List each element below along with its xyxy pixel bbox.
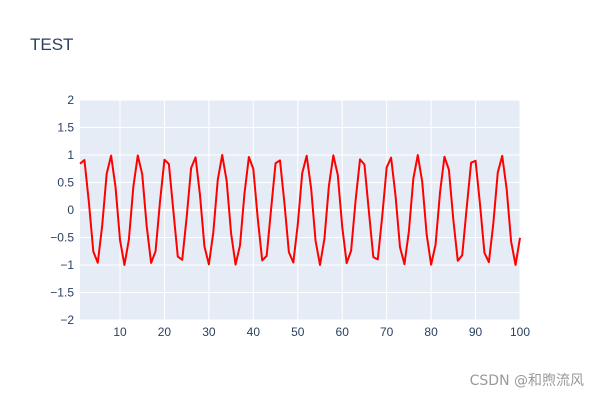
x-axis-ticks: 10 20 30 40 50 60 70 80 90 100 xyxy=(113,325,530,339)
x-tick-label: 70 xyxy=(380,325,394,339)
y-tick-label: −2 xyxy=(60,313,74,327)
x-tick-label: 60 xyxy=(336,325,350,339)
x-tick-label: 20 xyxy=(158,325,172,339)
watermark: CSDN @和煦流风 xyxy=(469,373,584,389)
chart-title: TEST xyxy=(30,35,73,54)
y-axis-ticks: −2 −1.5 −1 −0.5 0 0.5 1 1.5 2 xyxy=(50,93,74,327)
grid-lines xyxy=(80,99,521,321)
x-tick-label: 10 xyxy=(113,325,127,339)
y-tick-label: 1.5 xyxy=(57,121,74,135)
x-tick-label: 100 xyxy=(510,325,530,339)
x-tick-label: 80 xyxy=(424,325,438,339)
x-tick-label: 50 xyxy=(291,325,305,339)
y-tick-label: −1.5 xyxy=(50,286,74,300)
y-tick-label: 1 xyxy=(67,148,74,162)
y-tick-label: 0 xyxy=(67,203,74,217)
y-tick-label: 0.5 xyxy=(57,176,74,190)
y-tick-label: −1 xyxy=(60,258,74,272)
x-tick-label: 40 xyxy=(247,325,261,339)
y-tick-label: −0.5 xyxy=(50,231,74,245)
x-tick-label: 90 xyxy=(469,325,483,339)
data-layer xyxy=(79,154,521,266)
y-tick-label: 2 xyxy=(67,93,74,107)
series-line xyxy=(79,154,521,266)
x-tick-label: 30 xyxy=(202,325,216,339)
